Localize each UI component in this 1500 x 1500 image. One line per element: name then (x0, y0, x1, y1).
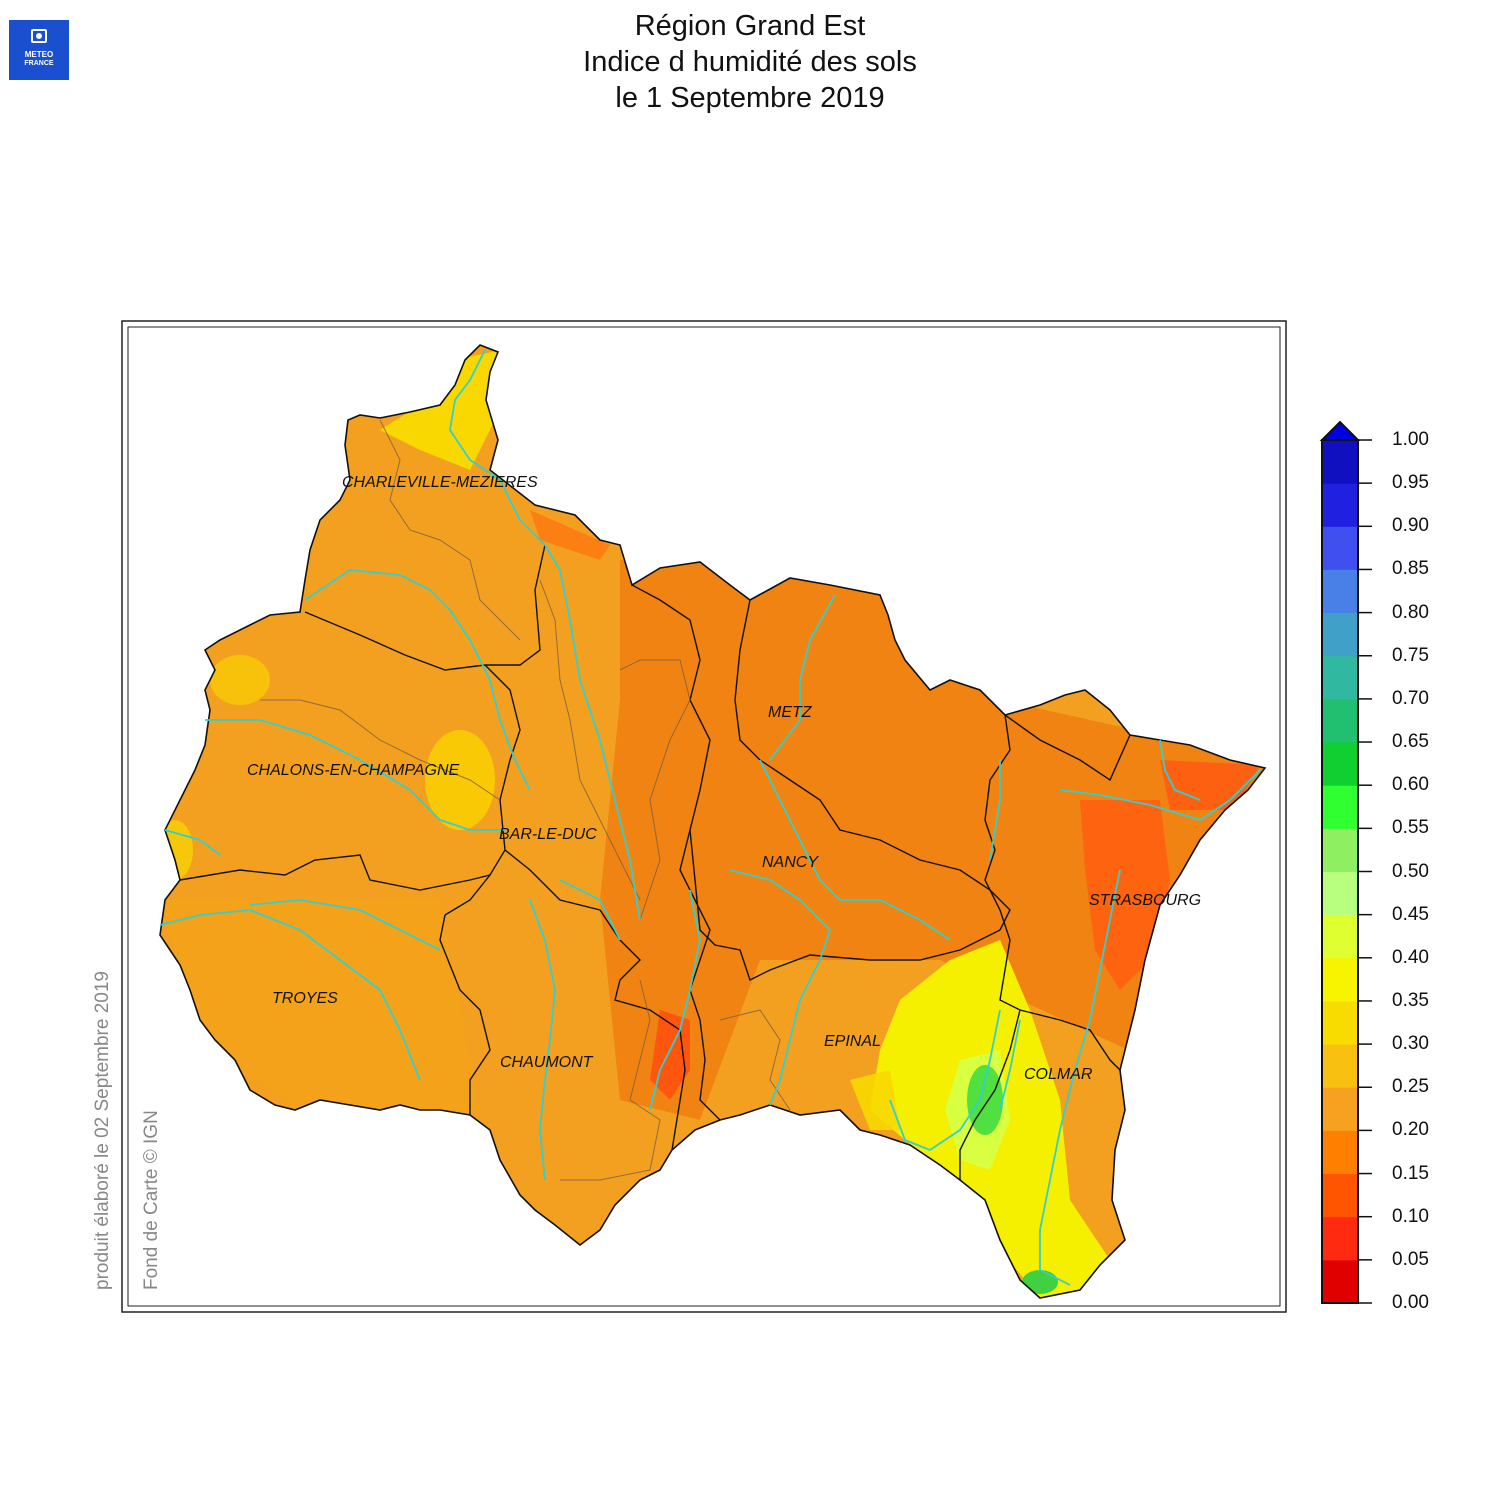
colorbar-tick-label: 0.20 (1392, 1119, 1429, 1141)
title-index: Indice d humidité des sols (583, 46, 917, 78)
basemap-credit: Fond de Carte © IGN (141, 1110, 162, 1290)
map-frame-inner (127, 326, 1281, 1307)
rivers (159, 349, 1261, 1286)
colorbar-segment (1322, 655, 1358, 700)
colorbar-tick-label: 0.00 (1392, 1292, 1429, 1313)
colorbar-tick-label: 0.70 (1392, 687, 1429, 709)
colorbar-segment (1322, 569, 1358, 614)
logo-icon (31, 29, 47, 43)
title-region: Région Grand Est (634, 10, 866, 42)
colorbar-segment (1322, 1173, 1358, 1218)
city-label: CHARLEVILLE-MEZIERES (342, 474, 538, 491)
colorbar-segment (1322, 871, 1358, 916)
colorbar-tick-label: 0.40 (1392, 946, 1429, 968)
city-label: BAR-LE-DUC (499, 826, 597, 843)
map-title: Région Grand Est Indice d humidité des s… (0, 8, 1500, 116)
colorbar-tick-label: 0.05 (1392, 1248, 1429, 1270)
colorbar-tick-label: 0.55 (1392, 817, 1429, 839)
city-label: EPINAL (824, 1033, 881, 1050)
colorbar-tick-label: 0.25 (1392, 1076, 1429, 1098)
city-label: COLMAR (1024, 1066, 1093, 1083)
colorbar-segment (1322, 1216, 1358, 1261)
colorbar-tick-label: 0.10 (1392, 1205, 1429, 1227)
colorbar-tick-label: 0.45 (1392, 903, 1429, 925)
colorbar-arrow-icon (1319, 420, 1361, 441)
colorbar-segment (1322, 440, 1358, 484)
colorbar-tick-label: 0.90 (1392, 515, 1429, 537)
colorbar-segment (1322, 914, 1358, 959)
colorbar-segment (1322, 1044, 1358, 1088)
colorbar-tick-label: 0.65 (1392, 731, 1429, 753)
colorbar-tick-label: 1.00 (1392, 429, 1429, 450)
city-label: METZ (768, 704, 812, 721)
colorbar-segment (1322, 1000, 1358, 1045)
colorbar-tick-label: 0.50 (1392, 860, 1429, 882)
city-label: NANCY (762, 854, 819, 871)
colorbar-tick-label: 0.30 (1392, 1033, 1429, 1055)
colorbar-tick-label: 0.95 (1392, 472, 1429, 494)
colorbar-tick-label: 0.60 (1392, 774, 1429, 796)
colorbar-segment (1322, 1087, 1358, 1131)
city-label: STRASBOURG (1089, 892, 1202, 909)
map-frame-outer (121, 320, 1287, 1313)
colorbar-tick-label: 0.80 (1392, 601, 1429, 623)
colorbar-segment (1322, 828, 1358, 872)
city-label: CHAUMONT (500, 1054, 593, 1071)
colorbar-segment (1322, 698, 1358, 743)
colorbar-segment (1322, 612, 1358, 657)
department-borders (179, 544, 1131, 1180)
colorbar-tick-label: 0.15 (1392, 1162, 1429, 1184)
colorbar-segment (1322, 1130, 1358, 1175)
meteo-france-logo: METEO FRANCE (9, 20, 69, 80)
colorbar-tick-label: 0.35 (1392, 989, 1429, 1011)
city-label: TROYES (272, 990, 338, 1007)
logo-line2: FRANCE (24, 60, 54, 67)
colorbar-segment (1322, 483, 1358, 527)
title-date: le 1 Septembre 2019 (615, 82, 885, 114)
city-label: CHALONS-EN-CHAMPAGNE (247, 762, 460, 779)
colorbar-segment (1322, 785, 1358, 829)
colorbar-segment (1322, 526, 1358, 570)
colorbar-segment (1322, 1259, 1358, 1304)
colorbar-tick-label: 0.75 (1392, 644, 1429, 666)
logo-line1: METEO (24, 50, 54, 59)
production-date-credit: produit élaboré le 02 Septembre 2019 (92, 970, 113, 1290)
colorbar (1319, 420, 1372, 1304)
colorbar-tick-label: 0.85 (1392, 558, 1429, 580)
colorbar-segment (1322, 742, 1358, 786)
colorbar-segment (1322, 957, 1358, 1002)
